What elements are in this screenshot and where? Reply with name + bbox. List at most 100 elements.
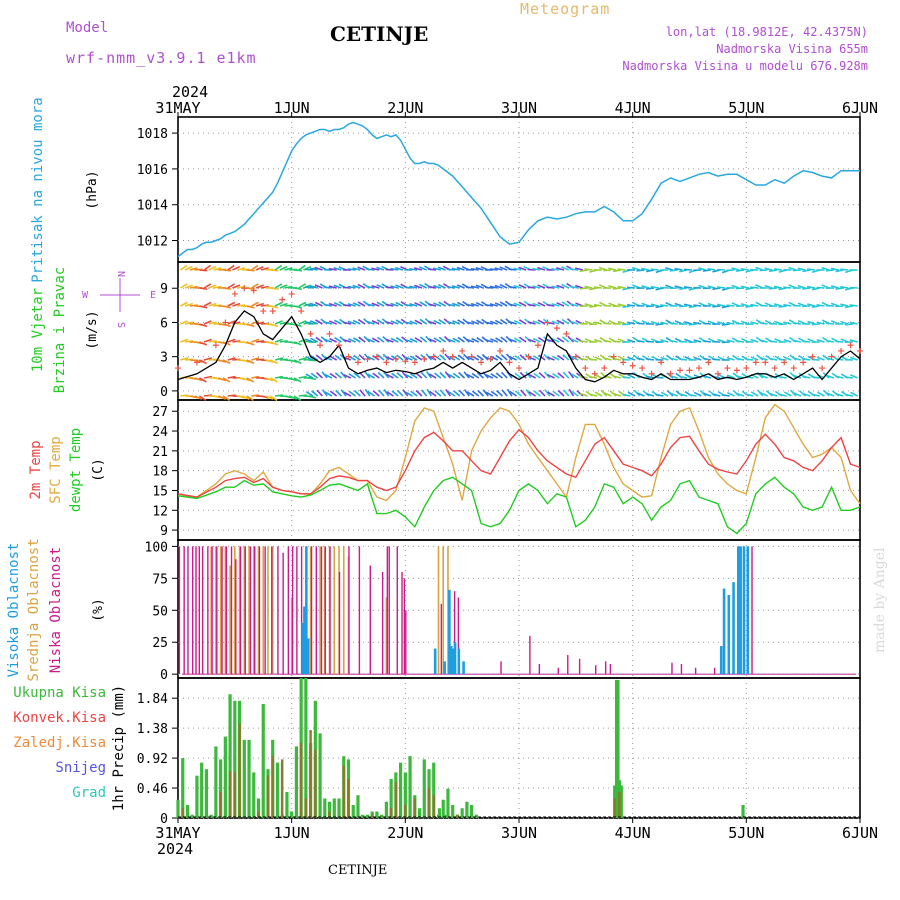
wind-arrow [844,393,854,397]
wind-arrow [745,358,754,361]
wind-arrow [732,390,740,397]
wind-arrow [538,372,546,379]
wind-arrow [352,302,361,307]
wind-arrow [584,268,593,271]
wind-arrow [513,302,522,307]
cloud-high-bar [443,661,446,675]
wind-arrow [255,302,265,307]
wind-arrow [260,267,269,271]
precip-conv-bar [309,730,312,818]
wind-arrow [519,336,527,343]
wind-arrow [665,266,674,271]
precip-total-bar [318,733,322,818]
wind-arrow [390,285,399,289]
wind-arrow [556,337,565,343]
wind-arrow [321,389,328,397]
wind-arrow [589,393,598,397]
wind-arrow [740,285,749,289]
time-label-bottom: 2JUN [387,824,423,842]
wind-arrow [612,392,622,397]
wind-arrow [333,301,342,307]
wind-arrow [816,356,825,361]
wind-arrow [310,320,319,325]
legend-konvek-kisa: Konvek.Kisa [13,710,106,726]
wind-arrow [494,284,503,289]
wind-arrow [660,356,669,361]
wind-arrow [401,353,409,361]
wind-arrow [415,389,423,397]
wind-arrow [304,303,314,307]
wind-gust-marker [250,287,257,294]
wind-arrow [409,373,418,379]
wind-arrow [823,389,830,397]
time-label-top: 5JUN [728,99,764,117]
wind-gust-marker [478,359,485,366]
wind-arrow [669,392,678,397]
wind-arrow [347,320,356,325]
wind-arrow [793,392,802,397]
precip-conv-bar [404,804,407,818]
wind-gust-marker [714,370,721,377]
cloud-low-bar [282,552,284,675]
wind-arrow [439,371,447,379]
y-tick-label: 0.92 [137,752,168,767]
wind-arrow [561,318,570,325]
wind-arrow [717,338,726,343]
wind-arrow [783,286,792,289]
wind-arrow [669,322,678,325]
wind-arrow [514,372,522,379]
cloud-high-bar [449,646,453,675]
cloud-mid-bar [257,546,260,675]
wind-arrow [246,269,255,272]
wind-arrow [324,373,333,379]
wind-arrow [180,301,188,307]
wind-arrow [490,338,499,343]
precip-conv-bar [238,723,241,818]
wind-arrow [735,269,745,272]
cloud-high-bar [453,642,457,675]
wind-arrow [485,391,494,397]
wind-gust-marker [733,367,740,374]
wind-arrow [189,285,198,289]
wind-arrow [593,303,603,307]
wind-arrow [451,267,460,271]
wind-arrow [372,372,380,379]
wind-gust-marker [260,308,267,315]
cloud-low-bar [198,546,201,675]
wind-arrow [366,320,375,325]
wind-arrow [293,269,303,272]
wind-gust-marker [610,353,617,360]
wind-arrow [532,285,541,289]
cloud-ylabel-1: Visoka Oblacnost [6,543,22,678]
wind-arrow [222,305,231,309]
wind-arrow [432,267,442,271]
wind-arrow [310,355,319,361]
wind-arrow [774,320,783,325]
wind-arrow [458,372,466,379]
wind-arrow [627,391,636,397]
wind-arrow [199,305,208,309]
wind-arrow [660,321,669,325]
wind-arrow [274,301,283,307]
wind-arrow [246,341,255,346]
wind-arrow [674,267,683,271]
wind-gust-marker [487,355,494,362]
precip-total-bar [275,762,280,818]
wind-arrow [645,375,655,379]
wind-arrow [679,305,688,308]
cloud-low-bar [258,546,261,675]
pressure-unit: (hPa) [85,170,100,209]
legend-grad: Grad [72,785,106,801]
wind-gust-marker [525,353,532,360]
wind-arrow [508,320,517,325]
wind-arrow [527,338,536,343]
wind-arrow [352,319,361,325]
wind-arrow [712,287,721,291]
wind-arrow [348,373,357,379]
wind-arrow [353,372,361,379]
wind-arrow [773,285,783,289]
wind-arrow [189,267,198,271]
wind-arrow [513,267,522,271]
wind-arrow [363,318,371,325]
cloud-low-bar [751,546,753,675]
